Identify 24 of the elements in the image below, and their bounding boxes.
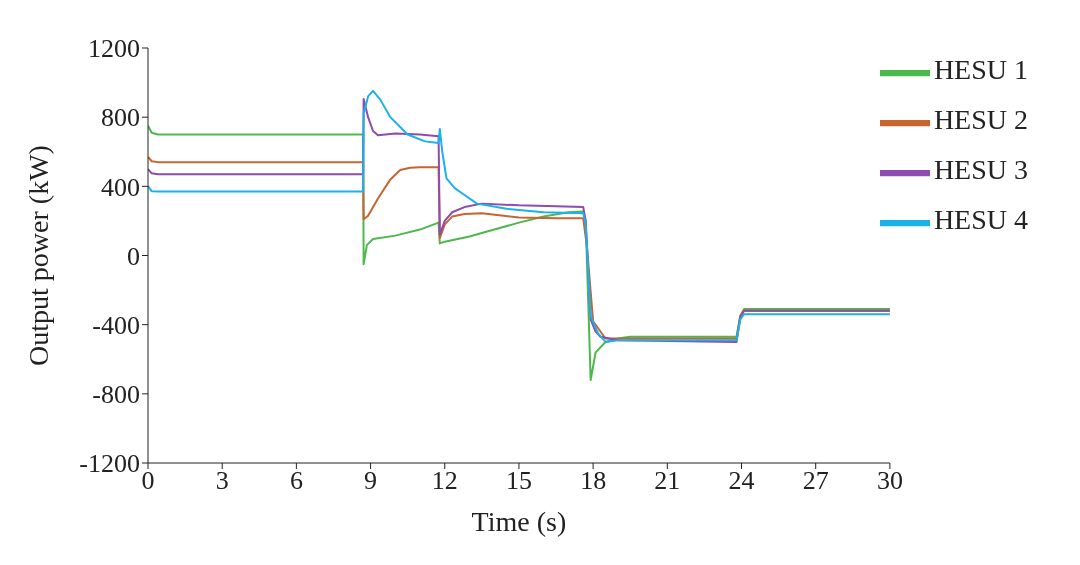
x-tick-label: 15 xyxy=(505,466,532,496)
x-tick-label: 3 xyxy=(215,466,229,496)
y-tick-label: 1200 xyxy=(88,34,140,64)
legend-label: HESU 2 xyxy=(933,104,1028,136)
y-tick-label: 800 xyxy=(101,103,140,133)
x-tick-label: 21 xyxy=(654,466,681,496)
x-tick-label: 9 xyxy=(364,466,378,496)
x-axis-title: Time (s) xyxy=(471,506,567,537)
x-tick-label: 24 xyxy=(728,466,755,496)
x-tick-label: 12 xyxy=(431,466,458,496)
x-tick-label: 30 xyxy=(876,466,903,496)
y-tick-label: -400 xyxy=(92,310,140,340)
y-tick-label: 0 xyxy=(127,241,140,271)
y-tick-label: 400 xyxy=(101,172,140,202)
x-tick-label: 27 xyxy=(802,466,829,496)
x-tick-label: 6 xyxy=(289,466,303,496)
y-axis-title: Output power (kW) xyxy=(22,145,54,366)
x-tick-label: 18 xyxy=(580,466,607,496)
y-tick-label: -1200 xyxy=(79,449,140,479)
legend-label: HESU 4 xyxy=(933,204,1028,236)
legend-label: HESU 1 xyxy=(933,54,1028,86)
y-tick-label: -800 xyxy=(92,380,140,410)
line-series xyxy=(148,124,890,381)
legend-label: HESU 3 xyxy=(933,154,1028,186)
